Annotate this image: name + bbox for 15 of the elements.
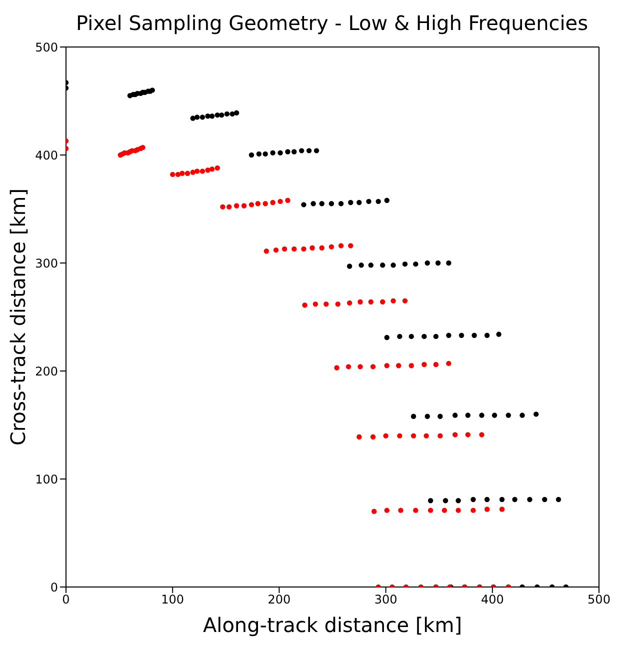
x-tick-label: 500 (588, 592, 610, 607)
x-tick-label: 100 (161, 592, 184, 607)
y-tick-label: 500 (35, 40, 58, 54)
y-axis-title: Cross-track distance [km] (6, 188, 30, 446)
x-tick-label: 200 (268, 592, 291, 607)
x-tick-label: 400 (480, 592, 504, 607)
y-tick-label: 200 (35, 364, 58, 378)
chart-title: Pixel Sampling Geometry - Low & High Frequencies (74, 10, 590, 37)
y-tick-label: 300 (35, 256, 58, 270)
y-tick-label: 400 (35, 148, 58, 162)
y-tick-label: 100 (35, 472, 58, 486)
y-tick-label: 0 (50, 580, 58, 594)
x-tick-label: 300 (374, 592, 398, 607)
x-axis-title: Along-track distance [km] (202, 613, 462, 637)
x-tick-label: 0 (62, 592, 70, 607)
